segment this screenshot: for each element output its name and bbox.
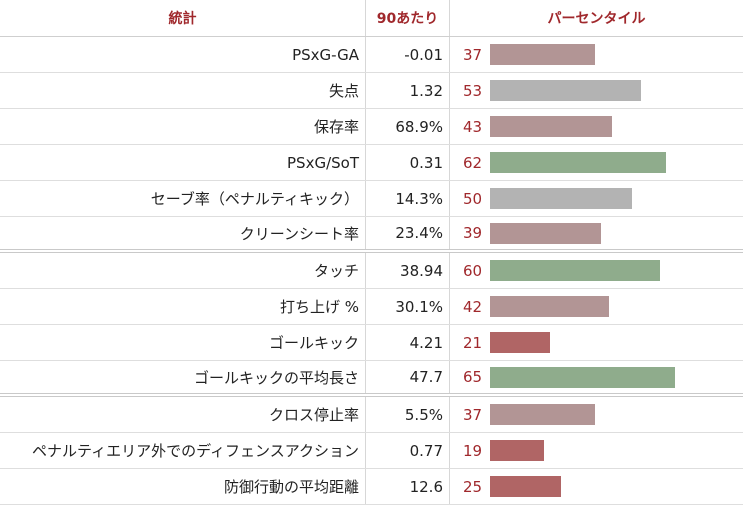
stat-label: ペナルティエリア外でのディフェンスアクション xyxy=(0,433,366,468)
percentile-table: 統計 90あたり パーセンタイル PSxG-GA -0.01 37 失点 1.32 53 保… xyxy=(0,0,743,505)
percentile-value: 37 xyxy=(463,405,483,424)
percentile-cell: 53 xyxy=(450,73,743,108)
percentile-value: 50 xyxy=(463,189,483,208)
table-row: クリーンシート率 23.4% 39 xyxy=(0,217,743,253)
percentile-value: 60 xyxy=(463,261,483,280)
table-row: 打ち上げ % 30.1% 42 xyxy=(0,289,743,325)
stat-label: PSxG/SoT xyxy=(0,145,366,180)
stat-label: 防御行動の平均距離 xyxy=(0,469,366,504)
percentile-value: 39 xyxy=(463,224,483,242)
table-row: セーブ率（ペナルティキック） 14.3% 50 xyxy=(0,181,743,217)
table-row: 失点 1.32 53 xyxy=(0,73,743,109)
table-body: PSxG-GA -0.01 37 失点 1.32 53 保存率 68.9% 43 PSxG/SoT… xyxy=(0,37,743,505)
header-stat[interactable]: 統計 xyxy=(0,0,366,36)
header-percentile[interactable]: パーセンタイル xyxy=(547,11,646,27)
percentile-value: 37 xyxy=(463,45,483,64)
percentile-cell: 42 xyxy=(450,289,743,324)
per90-value: 14.3% xyxy=(366,181,450,216)
per90-value: 68.9% xyxy=(366,109,450,144)
percentile-bar xyxy=(490,152,666,173)
stat-label: 保存率 xyxy=(0,109,366,144)
table-row: ゴールキック 4.21 21 xyxy=(0,325,743,361)
percentile-bar xyxy=(490,366,675,388)
per90-value: 12.6 xyxy=(366,469,450,504)
percentile-cell: 37 xyxy=(450,397,743,432)
per90-value: 1.32 xyxy=(366,73,450,108)
table-row: ペナルティエリア外でのディフェンスアクション 0.77 19 xyxy=(0,433,743,469)
percentile-cell: 19 xyxy=(450,433,743,468)
percentile-cell: 65 xyxy=(450,361,743,393)
per90-value: 38.94 xyxy=(366,253,450,288)
percentile-value: 65 xyxy=(463,368,483,386)
percentile-cell: 21 xyxy=(450,325,743,360)
percentile-value: 53 xyxy=(463,81,483,100)
percentile-cell: 37 xyxy=(450,37,743,72)
table-row: 防御行動の平均距離 12.6 25 xyxy=(0,469,743,505)
stat-label: クリーンシート率 xyxy=(0,217,366,249)
percentile-bar xyxy=(490,476,561,497)
table-row: タッチ 38.94 60 xyxy=(0,253,743,289)
per90-value: 23.4% xyxy=(366,217,450,249)
table-row: 保存率 68.9% 43 xyxy=(0,109,743,145)
percentile-bar xyxy=(490,440,544,461)
table-row: PSxG-GA -0.01 37 xyxy=(0,37,743,73)
percentile-cell: 43 xyxy=(450,109,743,144)
stat-label: 打ち上げ % xyxy=(0,289,366,324)
percentile-bar xyxy=(490,188,632,209)
percentile-value: 43 xyxy=(463,117,483,136)
percentile-value: 25 xyxy=(463,477,483,496)
percentile-bar xyxy=(490,116,612,137)
stat-label: タッチ xyxy=(0,253,366,288)
stat-label: 失点 xyxy=(0,73,366,108)
percentile-value: 21 xyxy=(463,333,483,352)
percentile-bar xyxy=(490,296,609,317)
percentile-cell: 50 xyxy=(450,181,743,216)
stat-label: ゴールキックの平均長さ xyxy=(0,361,366,393)
percentile-bar xyxy=(490,404,595,425)
percentile-bar xyxy=(490,260,660,281)
per90-value: 0.31 xyxy=(366,145,450,180)
percentile-cell: 60 xyxy=(450,253,743,288)
percentile-bar xyxy=(490,332,550,353)
table-row: PSxG/SoT 0.31 62 xyxy=(0,145,743,181)
percentile-cell: 25 xyxy=(450,469,743,504)
percentile-value: 42 xyxy=(463,297,483,316)
percentile-cell: 39 xyxy=(450,217,743,249)
table-row: クロス停止率 5.5% 37 xyxy=(0,397,743,433)
percentile-cell: 62 xyxy=(450,145,743,180)
per90-value: 5.5% xyxy=(366,397,450,432)
percentile-value: 19 xyxy=(463,441,483,460)
percentile-bar xyxy=(490,80,641,101)
table-header: 統計 90あたり パーセンタイル xyxy=(0,0,743,37)
percentile-value: 62 xyxy=(463,153,483,172)
per90-value: 47.7 xyxy=(366,361,450,393)
table-row: ゴールキックの平均長さ 47.7 65 xyxy=(0,361,743,397)
per90-value: 4.21 xyxy=(366,325,450,360)
stat-label: クロス停止率 xyxy=(0,397,366,432)
per90-value: 0.77 xyxy=(366,433,450,468)
header-per90[interactable]: 90あたり xyxy=(366,0,450,36)
stat-label: PSxG-GA xyxy=(0,37,366,72)
per90-value: -0.01 xyxy=(366,37,450,72)
percentile-bar xyxy=(490,44,595,65)
stat-label: ゴールキック xyxy=(0,325,366,360)
stat-label: セーブ率（ペナルティキック） xyxy=(0,181,366,216)
percentile-bar xyxy=(490,222,601,244)
per90-value: 30.1% xyxy=(366,289,450,324)
